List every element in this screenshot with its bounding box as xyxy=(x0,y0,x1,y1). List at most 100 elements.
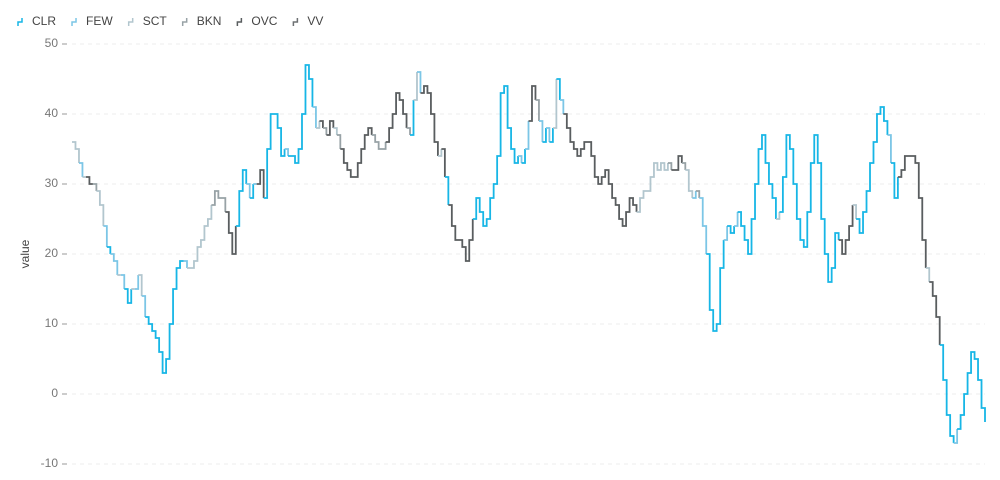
step-line xyxy=(542,128,547,143)
legend-icon xyxy=(181,18,188,26)
step-line xyxy=(420,85,439,156)
step-line xyxy=(695,190,701,198)
legend-label: OVC xyxy=(251,14,277,28)
step-line xyxy=(528,85,537,122)
step-line xyxy=(406,127,411,135)
step-line xyxy=(183,260,188,268)
legend-icon xyxy=(71,18,77,26)
step-line xyxy=(371,134,387,150)
y-axis-label: value xyxy=(18,239,32,268)
step-line xyxy=(838,205,854,255)
y-tick-label: 30 xyxy=(45,176,59,190)
step-line xyxy=(78,162,84,177)
step-line xyxy=(134,275,140,290)
legend-icon xyxy=(236,18,243,26)
step-line xyxy=(775,212,781,220)
step-line xyxy=(636,162,669,213)
step-line xyxy=(538,120,544,142)
y-tick-label: 40 xyxy=(45,106,59,120)
y-tick-label: 20 xyxy=(45,246,59,260)
step-line xyxy=(336,134,342,149)
step-line xyxy=(235,169,248,227)
step-line xyxy=(85,176,93,185)
step-line xyxy=(444,176,450,205)
step-line xyxy=(549,128,554,143)
step-line xyxy=(897,155,927,268)
step-line xyxy=(333,127,338,135)
step-line xyxy=(887,134,892,163)
step-line xyxy=(416,71,422,93)
step-line xyxy=(312,106,317,128)
step-line xyxy=(92,183,98,191)
legend-icon xyxy=(127,18,134,26)
step-line xyxy=(518,155,523,163)
y-tick-label: 10 xyxy=(45,316,59,330)
step-line xyxy=(953,429,959,444)
step-line xyxy=(890,162,899,199)
step-line xyxy=(545,127,551,142)
step-line xyxy=(322,127,328,135)
legend-label: FEW xyxy=(86,14,113,28)
step-line xyxy=(120,274,126,289)
legend-label: BKN xyxy=(197,14,222,28)
step-line xyxy=(103,225,108,247)
step-line xyxy=(559,99,565,114)
step-line xyxy=(249,184,255,199)
step-line xyxy=(556,78,561,100)
step-line xyxy=(521,149,526,164)
step-line xyxy=(685,169,694,198)
step-line xyxy=(856,106,889,234)
step-line xyxy=(315,121,321,129)
step-line xyxy=(288,64,314,164)
step-line xyxy=(124,288,133,304)
step-line xyxy=(441,148,446,177)
step-line xyxy=(284,148,289,156)
step-line xyxy=(737,134,777,255)
step-line xyxy=(437,149,443,157)
step-line xyxy=(552,79,558,129)
step-line xyxy=(671,155,683,171)
legend-label: SCT xyxy=(143,14,168,28)
step-line xyxy=(246,183,251,198)
step-line xyxy=(706,240,725,332)
step-line xyxy=(779,134,840,283)
step-line xyxy=(734,212,739,227)
step-line xyxy=(211,190,227,212)
step-line xyxy=(472,85,519,227)
step-line xyxy=(925,267,931,282)
step-line xyxy=(723,226,729,241)
step-line xyxy=(699,197,708,254)
step-line xyxy=(141,295,147,317)
step-line xyxy=(385,92,408,143)
step-line xyxy=(106,246,112,254)
step-line xyxy=(326,120,335,136)
step-line xyxy=(448,204,474,262)
step-line xyxy=(256,169,265,198)
step-line xyxy=(563,113,638,227)
legend-label: CLR xyxy=(32,14,56,28)
step-line xyxy=(263,113,286,199)
legend-icon xyxy=(17,18,23,26)
step-line xyxy=(410,100,415,136)
step-line xyxy=(681,162,687,170)
step-line xyxy=(186,205,213,269)
step-line xyxy=(525,121,530,150)
step-line xyxy=(535,99,540,121)
step-line xyxy=(110,253,119,275)
y-tick-label: 50 xyxy=(45,36,59,50)
step-line xyxy=(145,260,184,374)
step-line xyxy=(939,344,955,443)
step-line xyxy=(72,141,80,163)
step-line xyxy=(957,351,986,430)
step-line xyxy=(667,162,673,170)
step-line xyxy=(929,281,941,345)
step-line xyxy=(852,204,857,219)
legend-icon xyxy=(292,18,299,26)
legend-label: VV xyxy=(307,14,323,28)
y-tick-label: -10 xyxy=(41,456,59,470)
step-line xyxy=(96,190,105,226)
step-line xyxy=(138,274,143,296)
step-line xyxy=(727,225,735,234)
step-line xyxy=(225,211,237,255)
